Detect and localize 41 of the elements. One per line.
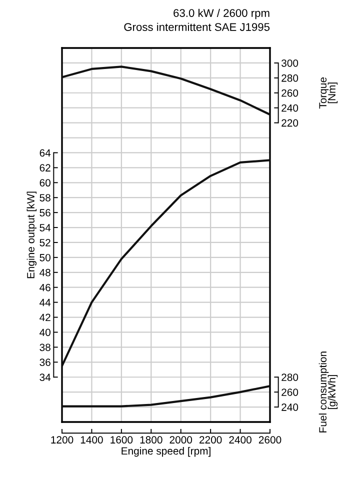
x-tick-label: 1200 (51, 436, 74, 444)
x-tick-label: 2600 (258, 436, 282, 444)
x-tick-label: 2000 (170, 436, 192, 444)
y-tick-label: 40 (40, 328, 50, 336)
y-tick-label: 38 (40, 344, 50, 352)
line-series (62, 159, 270, 367)
y-tick-label: 64 (40, 149, 51, 157)
y-tick-label: 50 (40, 254, 50, 262)
x-tick-label: 2200 (200, 436, 222, 444)
y-tick-label: 34 (40, 374, 51, 381)
y-tick-label: 60 (40, 179, 50, 187)
y3-tick-label: 240 (282, 404, 298, 411)
x-axis-title: Engine speed [rpm] (122, 446, 210, 457)
y-tick-label: 48 (40, 268, 50, 276)
y3-tick-label: 280 (282, 374, 298, 381)
y2-tick-label: 220 (282, 119, 298, 127)
y-tick-label: 56 (40, 209, 50, 216)
y2-tick-label: 240 (282, 104, 298, 112)
y2-tick-label: 300 (282, 59, 298, 67)
y2-tick-label: 280 (282, 74, 298, 82)
x-tick-label: 1800 (140, 436, 162, 444)
y-tick-label: 36 (40, 358, 50, 366)
x-tick-label: 1600 (110, 436, 133, 444)
y2-axis-title: Torque [Nm] (319, 77, 338, 109)
y-tick-label: 46 (40, 284, 50, 292)
y3-axis-title: Fuel consumption [g/kWh] (318, 352, 338, 432)
x-tick-label: 2400 (229, 436, 252, 444)
y-tick-label: 62 (40, 164, 50, 172)
chart-subtitle: Gross intermittent SAE J1995 (124, 22, 270, 31)
chart-title: 63.0 kW / 2600 rpm (174, 8, 270, 20)
y-tick-label: 54 (40, 224, 51, 232)
y-tick-label: 58 (40, 194, 50, 202)
line-series (62, 66, 270, 116)
y3-tick-label: 260 (282, 388, 298, 396)
x-tick-label: 1400 (80, 436, 103, 444)
y-axis-title: Engine output [kW] (26, 192, 37, 278)
line-series (62, 385, 270, 408)
y-tick-label: 42 (40, 314, 50, 322)
y2-tick-label: 260 (282, 89, 298, 97)
y-tick-label: 44 (40, 298, 51, 306)
y-tick-label: 52 (40, 238, 50, 246)
